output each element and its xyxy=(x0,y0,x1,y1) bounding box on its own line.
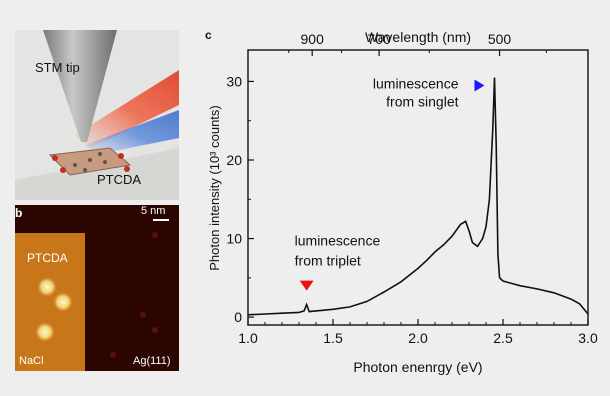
y-tick-label: 30 xyxy=(226,73,242,89)
stm-image-panel: 5 nm PTCDA NaCl Ag(111) xyxy=(15,205,179,371)
ptcda-image-label: PTCDA xyxy=(27,251,68,265)
y-axis-label: Photon intensity (10³ counts) xyxy=(207,105,222,270)
ag111-label: Ag(111) xyxy=(133,355,171,367)
ptcda-molecule xyxy=(48,147,132,176)
y-tick-label: 10 xyxy=(226,231,242,247)
x-tick-label: 3.0 xyxy=(578,330,598,346)
red-light-beam xyxy=(75,70,179,148)
triplet-annotation-line2: from triplet xyxy=(295,253,361,269)
stm-tip-label: STM tip xyxy=(35,60,80,75)
blue-light-beam xyxy=(85,110,179,155)
ptcda-label: PTCDA xyxy=(97,172,142,187)
triplet-marker xyxy=(299,280,314,291)
x-axis-label: Photon enenrgy (eV) xyxy=(353,359,482,375)
y-tick-label: 0 xyxy=(234,309,242,325)
scale-bar xyxy=(153,219,169,221)
stm-schematic-panel: STM tip PTCDA xyxy=(15,30,179,200)
top-tick-label: 500 xyxy=(488,31,512,47)
x-tick-label: 1.0 xyxy=(238,330,258,346)
ptcda-molecule-3 xyxy=(35,322,55,342)
stm-schematic-illustration xyxy=(15,30,179,200)
scale-bar-label: 5 nm xyxy=(141,205,166,217)
panel-c-label: c xyxy=(205,28,212,42)
x-tick-label: 2.5 xyxy=(493,330,513,346)
singlet-annotation-line1: luminescence xyxy=(373,76,459,92)
nacl-island xyxy=(15,233,85,371)
triplet-annotation-line1: luminescence xyxy=(295,233,381,249)
ptcda-molecule-2 xyxy=(53,292,73,312)
y-tick-label: 20 xyxy=(226,152,242,168)
stm-tip xyxy=(43,30,117,142)
singlet-marker xyxy=(474,79,485,92)
ptcda-molecule-1 xyxy=(37,277,57,297)
panel-b-label: b xyxy=(15,206,23,220)
x-tick-label: 2.0 xyxy=(408,330,428,346)
stm-topograph xyxy=(15,205,179,371)
nacl-label: NaCl xyxy=(19,355,44,367)
singlet-annotation-line2: from singlet xyxy=(386,94,458,110)
top-tick-label: 700 xyxy=(367,31,391,47)
spectrum-line xyxy=(247,77,589,316)
x-tick-label: 1.5 xyxy=(323,330,343,346)
top-tick-label: 900 xyxy=(301,31,325,47)
top-axis-label: Wavelength (nm) xyxy=(365,29,471,45)
